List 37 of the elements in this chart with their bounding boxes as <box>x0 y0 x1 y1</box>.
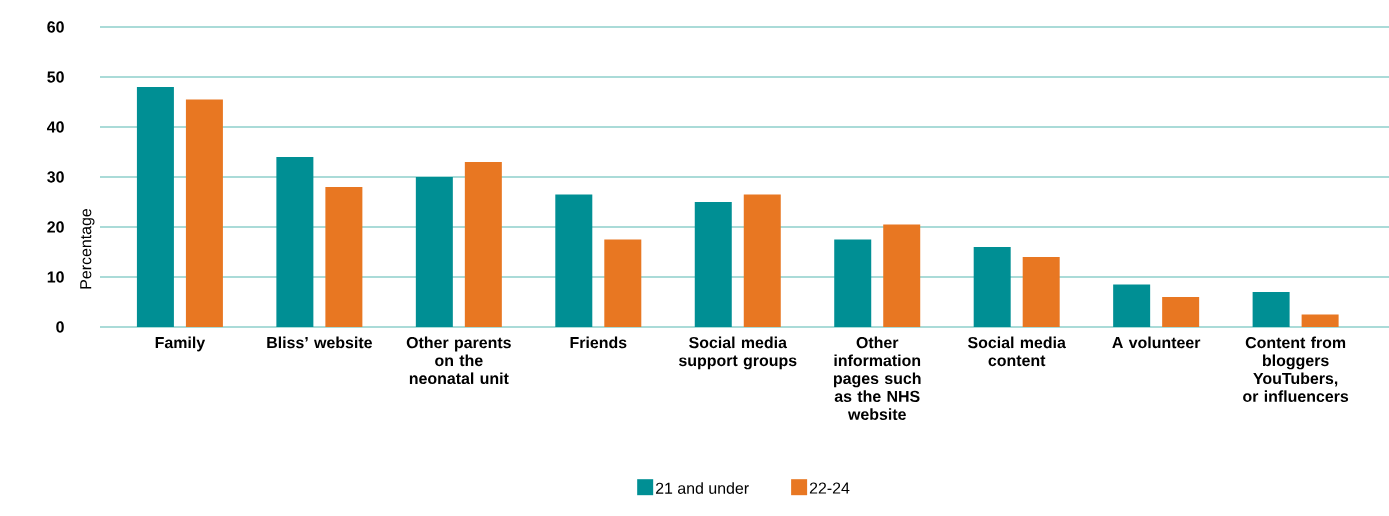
x-tick-label: Content from bloggers YouTubers, or influencers <box>1243 336 1349 403</box>
bar <box>694 202 732 327</box>
x-tick-label: Family <box>155 336 206 352</box>
x-tick-label: Social media support groups <box>679 336 797 370</box>
y-axis-title: Percentage <box>80 208 95 289</box>
bar <box>1162 297 1200 327</box>
legend-label: 22-24 <box>809 482 850 494</box>
bar <box>415 177 453 327</box>
bar <box>1301 314 1339 327</box>
bar <box>464 162 502 327</box>
bar <box>1022 257 1060 327</box>
bar <box>883 224 921 327</box>
bar <box>604 239 642 327</box>
x-tick-label: Friends <box>570 336 627 349</box>
y-tick-label: 0 <box>56 321 64 333</box>
y-tick-label: 20 <box>47 221 64 233</box>
bar <box>555 194 593 327</box>
y-tick-label: 50 <box>47 71 64 83</box>
bar <box>136 87 174 327</box>
bar <box>1113 284 1151 327</box>
y-tick-label: 40 <box>46 121 64 133</box>
bar <box>1252 292 1290 327</box>
bar <box>743 194 781 327</box>
bar <box>276 157 314 327</box>
x-tick-label: Other information pages such as the NHS website <box>833 336 921 420</box>
bar <box>834 239 872 327</box>
bar <box>973 247 1011 327</box>
x-tick-label: A volunteer <box>1112 336 1201 349</box>
y-tick-label: 60 <box>47 21 64 33</box>
x-tick-label: Other parents on the neonatal unit <box>406 336 511 385</box>
x-tick-label: Social media content <box>967 336 1066 367</box>
legend-label: 21 and under <box>655 482 749 494</box>
x-tick-label: Bliss’ website <box>267 336 372 349</box>
bar <box>325 187 363 327</box>
y-tick-label: 10 <box>47 271 64 283</box>
y-tick-label: 30 <box>47 171 64 183</box>
bar <box>185 99 223 327</box>
